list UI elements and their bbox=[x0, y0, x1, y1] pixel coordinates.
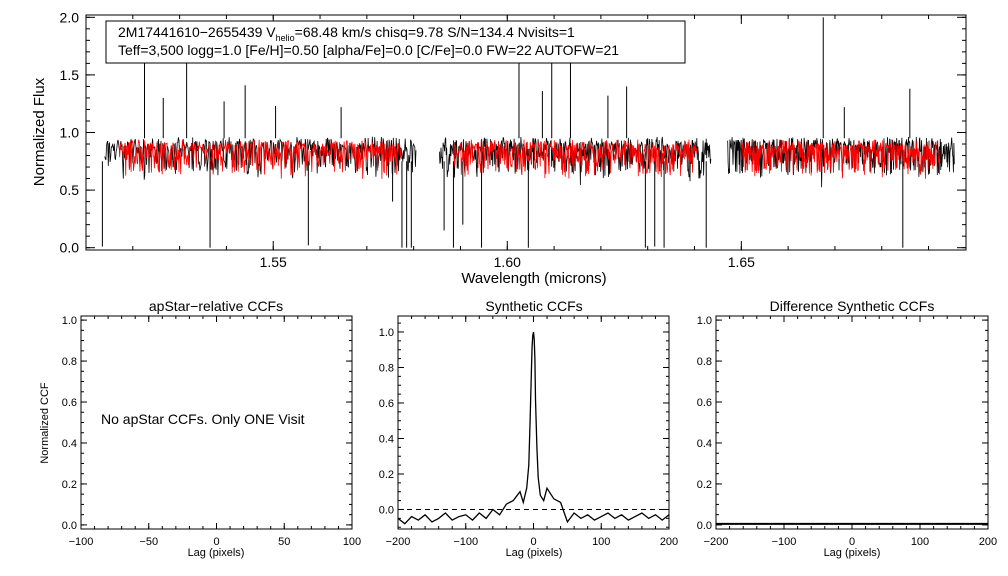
y-tick-label: 0.0 bbox=[62, 520, 77, 532]
info-box-border bbox=[105, 20, 686, 64]
model-spectrum-line bbox=[453, 139, 698, 179]
spectrum-info-box: 2M17441610−2655439 Vhelio=68.48 km/s chi… bbox=[105, 20, 686, 64]
x-tick-label: 1.60 bbox=[494, 254, 521, 270]
x-tick-label: −50 bbox=[139, 536, 158, 548]
synthetic-ccf-line bbox=[397, 331, 670, 525]
apstar-ccf-x-axis-label: Lag (pixels) bbox=[188, 547, 245, 559]
x-tick-label: −200 bbox=[386, 536, 411, 548]
x-tick-label: 1.55 bbox=[260, 254, 287, 270]
y-tick-label: 0.4 bbox=[697, 438, 712, 450]
difference-ccf-title: Difference Synthetic CCFs bbox=[770, 298, 935, 314]
info-velocity-subscript: helio bbox=[276, 33, 295, 43]
difference-ccf-axes: −200 −100 0 100 200 0.0 0.2 0.4 0.6 0.8 1.0 bbox=[697, 315, 997, 548]
synthetic-ccf-x-axis-label: Lag (pixels) bbox=[506, 547, 563, 559]
y-tick-label: 0.2 bbox=[62, 479, 77, 491]
x-tick-label: 50 bbox=[278, 536, 290, 548]
y-tick-label: 1.0 bbox=[60, 125, 80, 141]
apstar-ccf-y-axis-label: Normalized CCF bbox=[39, 382, 51, 464]
difference-ccf-plot-frame bbox=[715, 315, 989, 530]
x-tick-label: 0 bbox=[213, 536, 219, 548]
model-spectrum-line bbox=[118, 139, 402, 180]
observed-spectrum-line bbox=[439, 136, 712, 186]
x-tick-label: 1.65 bbox=[728, 254, 755, 270]
difference-ccf-x-axis-label: Lag (pixels) bbox=[824, 547, 881, 559]
y-tick-label: 0.8 bbox=[62, 356, 77, 368]
y-tick-label: 0.8 bbox=[379, 362, 394, 374]
info-velocity-chisq-sn: =68.48 km/s chisq=9.78 S/N=134.4 Nvisits… bbox=[295, 24, 575, 40]
y-tick-label: 1.5 bbox=[60, 67, 80, 83]
x-tick-label: 200 bbox=[979, 536, 997, 548]
y-tick-label: 0.4 bbox=[62, 438, 77, 450]
x-tick-label: 200 bbox=[660, 536, 678, 548]
x-tick-label: −100 bbox=[69, 536, 94, 548]
spectrum-panel: 1.55 1.60 1.65 0.0 0.5 1.0 1.5 2.0 Wavelength (… bbox=[31, 9, 967, 287]
y-tick-label: 1.0 bbox=[62, 315, 77, 327]
synthetic-ccf-title: Synthetic CCFs bbox=[485, 298, 582, 314]
synthetic-ccf-plot-frame bbox=[397, 315, 670, 530]
x-tick-label: 100 bbox=[343, 536, 361, 548]
spectrum-x-axis-label: Wavelength (microns) bbox=[461, 270, 606, 287]
y-tick-label: 0.4 bbox=[379, 433, 394, 445]
x-tick-label: −100 bbox=[772, 536, 797, 548]
y-tick-label: 0.2 bbox=[379, 469, 394, 481]
apstar-ccf-annotation: No apStar CCFs. Only ONE Visit bbox=[101, 411, 305, 427]
model-spectrum-line bbox=[741, 139, 941, 179]
y-tick-label: 0.0 bbox=[60, 240, 80, 256]
x-tick-label: 0 bbox=[530, 536, 536, 548]
y-tick-label: 1.0 bbox=[697, 315, 712, 327]
apstar-ccf-title: apStar−relative CCFs bbox=[149, 298, 283, 314]
x-tick-label: −200 bbox=[704, 536, 729, 548]
synthetic-ccf-axes: −200 −100 0 100 200 0.0 0.2 0.4 0.6 0.8 1.0 bbox=[379, 316, 678, 548]
spectrum-axes: 1.55 1.60 1.65 0.0 0.5 1.0 1.5 2.0 bbox=[60, 9, 966, 270]
difference-ccf-panel: Difference Synthetic CCFs −200 −100 0 100 20… bbox=[697, 298, 997, 559]
info-box-line-1: 2M17441610−2655439 Vhelio=68.48 km/s chi… bbox=[118, 24, 575, 43]
y-tick-label: 0.6 bbox=[379, 398, 394, 410]
x-tick-label: 0 bbox=[849, 536, 855, 548]
spectrum-y-axis-label: Normalized Flux bbox=[31, 77, 48, 186]
apstar-ccf-axes: −100 −50 0 50 100 0.0 0.2 0.4 0.6 0.8 1.0 bbox=[62, 315, 361, 548]
y-tick-label: 0.5 bbox=[60, 182, 80, 198]
apstar-ccf-panel: apStar−relative CCFs −100 −50 0 50 100 0.0 0.2… bbox=[39, 298, 361, 559]
y-tick-label: 0.6 bbox=[62, 397, 77, 409]
synthetic-ccf-traces bbox=[397, 331, 670, 525]
y-tick-label: 2.0 bbox=[60, 9, 80, 25]
y-tick-label: 0.8 bbox=[697, 356, 712, 368]
info-box-line-2: Teff=3,500 logg=1.0 [Fe/H]=0.50 [alpha/F… bbox=[118, 42, 619, 58]
info-star-velocity: 2M17441610−2655439 V bbox=[118, 24, 276, 40]
spectrum-traces bbox=[101, 17, 955, 248]
y-tick-label: 0.2 bbox=[697, 479, 712, 491]
x-tick-label: −100 bbox=[453, 536, 478, 548]
y-tick-label: 1.0 bbox=[379, 327, 394, 339]
y-tick-label: 0.6 bbox=[697, 397, 712, 409]
synthetic-ccf-panel: Synthetic CCFs −200 −100 0 100 200 0.0 0.2 0.4 0… bbox=[379, 298, 678, 559]
y-tick-label: 0.0 bbox=[379, 504, 394, 516]
x-tick-label: 100 bbox=[911, 536, 929, 548]
x-tick-label: 100 bbox=[592, 536, 610, 548]
y-tick-label: 0.0 bbox=[697, 520, 712, 532]
